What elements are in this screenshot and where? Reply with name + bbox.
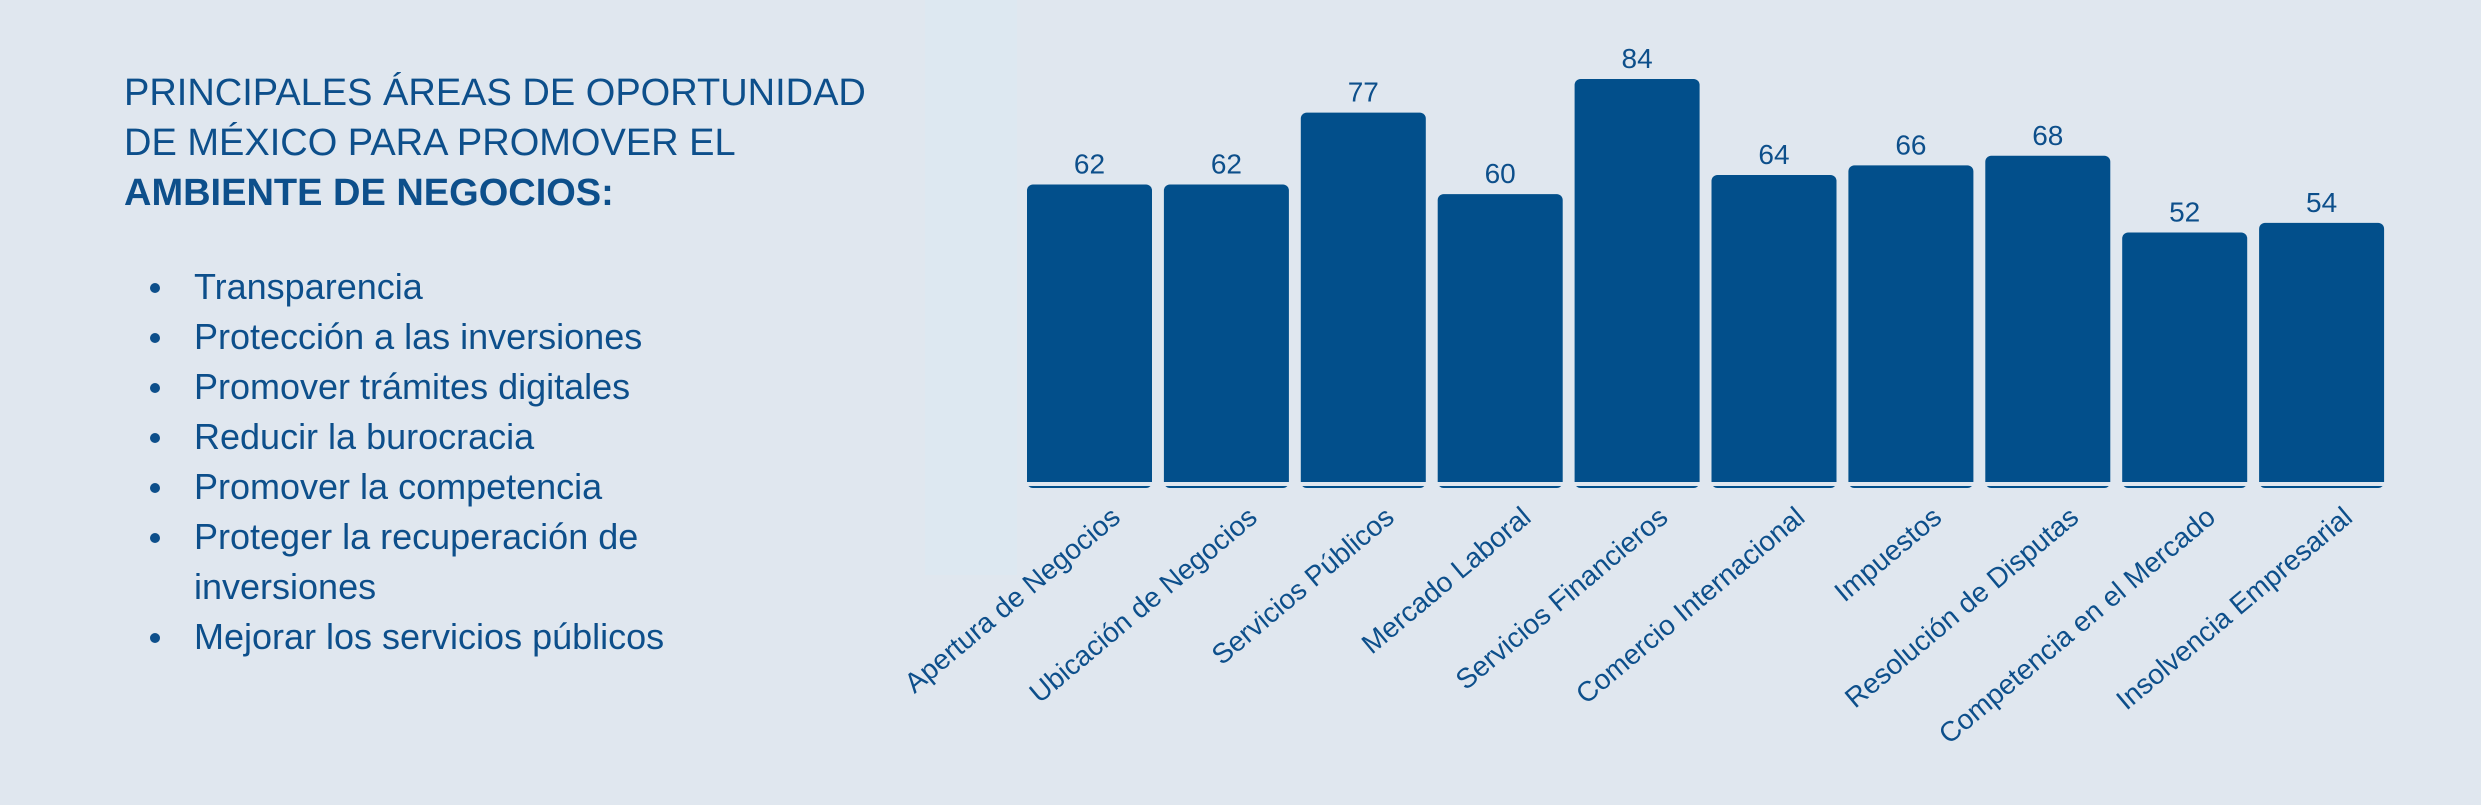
x-tick-label: Insolvencia Empresarial [2110, 501, 2358, 716]
title-normal-text: PRINCIPALES ÁREAS DE OPORTUNIDAD DE MÉXI… [124, 72, 866, 164]
bullet-item: Promover trámites digitales [150, 362, 770, 412]
bullet-dot-icon [150, 383, 160, 393]
bullet-dot-icon [150, 433, 160, 443]
bar [1574, 79, 1700, 488]
bar-value-label: 68 [2032, 120, 2063, 151]
bar [1027, 184, 1152, 489]
bar [1848, 165, 1974, 488]
bar-value-label: 66 [1895, 129, 1926, 160]
bar-value-label: 52 [2169, 197, 2200, 228]
bullet-text: Transparencia [194, 266, 423, 307]
title-bold-text: AMBIENTE DE NEGOCIOS: [124, 172, 614, 214]
baseline-mask [1022, 482, 2391, 486]
bullet-dot-icon [150, 333, 160, 343]
bullet-dot-icon [150, 533, 160, 543]
bullet-item: Mejorar los servicios públicos [150, 612, 770, 662]
bullet-list: Transparencia Protección a las inversione… [150, 262, 770, 662]
bullet-dot-icon [150, 483, 160, 493]
text-panel: PRINCIPALES ÁREAS DE OPORTUNIDAD DE MÉXI… [0, 0, 920, 805]
x-tick-label: Ubicación de Negocios [1023, 501, 1262, 709]
bar-value-label: 77 [1348, 77, 1379, 108]
bullet-item: Promover la competencia [150, 462, 770, 512]
bullet-item: Transparencia [150, 262, 770, 312]
bar-value-label: 60 [1485, 158, 1516, 189]
bullet-text: Promover trámites digitales [194, 366, 631, 407]
bullet-text: Promover la competencia [194, 466, 603, 507]
bar [2259, 222, 2385, 488]
bar-value-label: 84 [1622, 43, 1653, 74]
background-tint-strip [925, 0, 1017, 575]
bar [1437, 194, 1563, 488]
x-tick-label: Impuestos [1828, 501, 1947, 608]
bullet-text: Proteger la recuperación de inversiones [194, 516, 639, 607]
bullet-text: Reducir la burocracia [194, 416, 535, 457]
bar [1163, 184, 1289, 489]
bar [2122, 232, 2248, 488]
bar [1985, 155, 2111, 488]
bar [1300, 112, 1426, 488]
x-tick-label: Apertura de Negocios [898, 501, 1125, 699]
bar-value-label: 62 [1074, 149, 1105, 180]
bullet-dot-icon [150, 633, 160, 643]
bullet-item: Proteger la recuperación de inversiones [150, 512, 770, 612]
page-title: PRINCIPALES ÁREAS DE OPORTUNIDAD DE MÉXI… [124, 68, 904, 218]
bullet-text: Mejorar los servicios públicos [194, 616, 665, 657]
bar [1711, 174, 1837, 488]
bullet-dot-icon [150, 283, 160, 293]
bar-value-label: 64 [1758, 139, 1789, 170]
bullet-text: Protección a las inversiones [194, 316, 643, 357]
x-tick-label: Resolución de Disputas [1839, 501, 2084, 714]
bullet-item: Reducir la burocracia [150, 412, 770, 462]
bullet-item: Protección a las inversiones [150, 312, 770, 362]
bar-value-label: 54 [2306, 187, 2337, 218]
x-tick-label: Comercio Internacional [1570, 501, 1810, 710]
bar-value-label: 62 [1211, 149, 1242, 180]
x-tick-label: Competencia en el Mercado [1933, 501, 2221, 750]
